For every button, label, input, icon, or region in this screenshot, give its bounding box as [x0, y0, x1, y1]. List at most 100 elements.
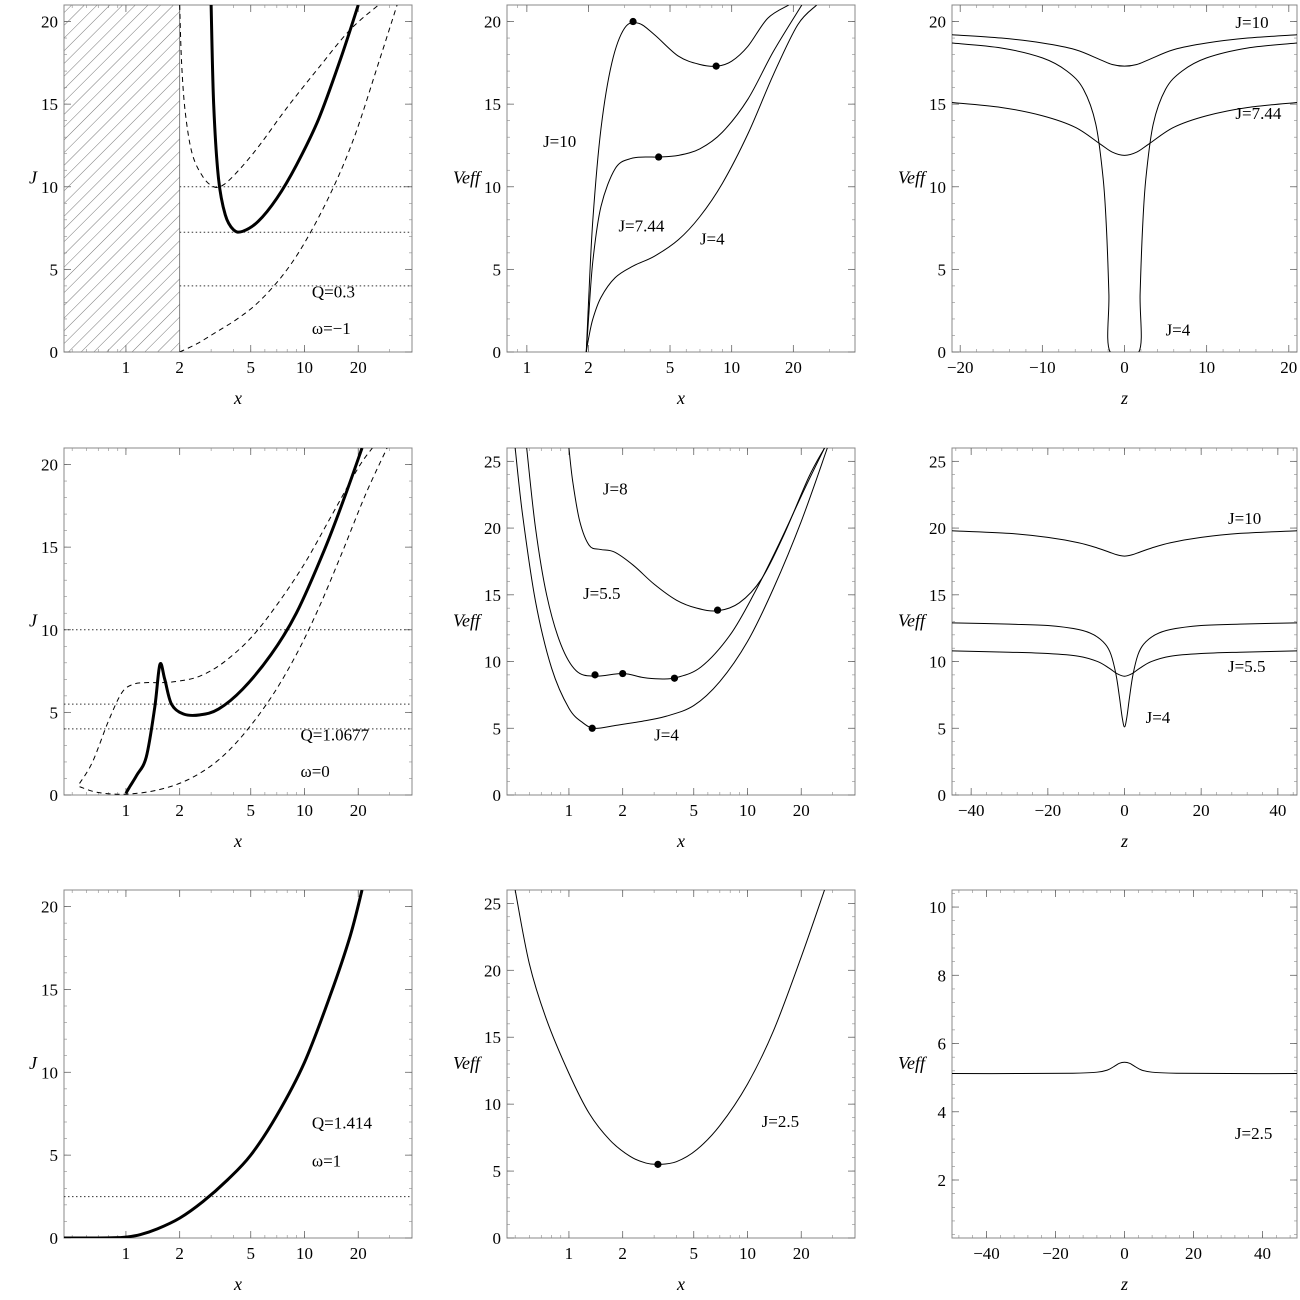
boundary-dashed-curve: [79, 448, 388, 795]
curve-annotation: J=7.44: [1235, 104, 1281, 123]
x-tick-label: 40: [1254, 1244, 1271, 1263]
y-tick-label: 20: [484, 13, 501, 32]
curve-annotation: J=4: [700, 230, 725, 249]
y-axis-label: Veff: [453, 611, 483, 631]
data-layer: [585, 5, 818, 352]
data-layer: [64, 448, 412, 795]
plot-frame: [63, 447, 413, 796]
plot-frame: [506, 889, 856, 1239]
y-tick-label: 15: [484, 95, 501, 114]
y-tick-label: 5: [938, 260, 947, 279]
y-axis-label: Veff: [898, 1053, 928, 1073]
potential-curve-J5-5: [526, 448, 825, 680]
y-tick-label: 15: [41, 538, 58, 557]
x-tick-label: 0: [1120, 1244, 1129, 1263]
extremum-point: [629, 17, 637, 26]
x-axis-label: x: [233, 388, 242, 408]
potential-curve-J2-5: [514, 890, 825, 1165]
y-tick-label: 10: [41, 621, 58, 640]
x-tick-label: 2: [618, 801, 627, 820]
y-tick-label: 6: [938, 1035, 947, 1054]
y-tick-label: 5: [493, 1162, 502, 1181]
x-axis-label: x: [676, 1274, 685, 1294]
data-layer: [514, 448, 828, 732]
y-tick-label: 15: [484, 1028, 501, 1047]
x-tick-label: 5: [246, 358, 255, 377]
y-tick-label: 10: [929, 178, 946, 197]
y-tick-label: 10: [484, 1095, 501, 1114]
y-tick-label: 5: [50, 703, 59, 722]
x-tick-label: 1: [565, 801, 574, 820]
y-tick-label: 0: [50, 786, 59, 805]
x-tick-label: 10: [739, 801, 756, 820]
boundary-dashed-curve: [179, 5, 398, 352]
x-tick-label: 10: [296, 358, 313, 377]
x-tick-label: −10: [1029, 358, 1056, 377]
y-tick-label: 5: [50, 260, 59, 279]
x-tick-label: 20: [1280, 358, 1297, 377]
y-tick-label: 10: [41, 1063, 58, 1082]
y-axis-label: J: [29, 1053, 38, 1073]
curve-annotation: Q=1.0677: [301, 725, 370, 744]
y-tick-label: 4: [938, 1103, 947, 1122]
potential-curve-J4: [514, 448, 828, 729]
potential-curve-J2-5: [952, 1061, 1297, 1075]
y-tick-label: 0: [50, 1229, 59, 1248]
potential-curve-J5-5: [952, 650, 1297, 677]
y-tick-label: 2: [938, 1171, 947, 1190]
x-axis-label: x: [676, 388, 685, 408]
x-tick-label: 40: [1269, 801, 1286, 820]
y-tick-label: 10: [929, 898, 946, 917]
x-tick-label: 10: [296, 1244, 313, 1263]
potential-curve-J10: [952, 34, 1297, 67]
data-layer: [64, 890, 412, 1238]
y-tick-label: 20: [929, 519, 946, 538]
plot-frame: [506, 4, 856, 353]
extremum-point: [713, 606, 722, 614]
excluded-region-hatch: [63, 4, 181, 353]
x-tick-label: −20: [947, 358, 974, 377]
plot-frame: [63, 889, 413, 1239]
x-tick-label: 10: [723, 358, 740, 377]
x-tick-label: 5: [689, 801, 698, 820]
potential-curve-J10: [952, 530, 1297, 557]
y-tick-label: 5: [938, 719, 947, 738]
boundary-dashed-curve: [179, 5, 379, 188]
x-tick-label: 20: [350, 1244, 367, 1263]
x-tick-label: 5: [246, 1244, 255, 1263]
y-tick-label: 10: [484, 178, 501, 197]
y-axis-label: Veff: [453, 1053, 483, 1073]
x-axis-label: z: [1120, 1274, 1128, 1294]
y-tick-label: 5: [50, 1146, 59, 1165]
potential-curve-J7-44: [585, 5, 803, 352]
plot-frame: [506, 447, 856, 796]
y-tick-label: 10: [41, 178, 58, 197]
chart-panel-r3c1: 1 2 5 10 20 0 5 10 15 20 x J Q=1.414 ω=1: [29, 889, 413, 1294]
x-tick-label: 20: [350, 358, 367, 377]
y-tick-label: 0: [493, 1229, 502, 1248]
y-tick-label: 0: [493, 343, 502, 362]
plot-frame: [951, 4, 1298, 353]
extremum-point: [655, 153, 663, 161]
y-tick-label: 15: [929, 586, 946, 605]
y-tick-label: 20: [929, 13, 946, 32]
x-axis-label: z: [1120, 831, 1128, 851]
y-tick-label: 20: [41, 456, 58, 475]
x-tick-label: 5: [666, 358, 675, 377]
plot-frame: [951, 889, 1298, 1239]
curve-annotation: J=7.44: [618, 216, 664, 235]
curve-annotation: J=2.5: [762, 1112, 799, 1131]
y-tick-label: 20: [484, 961, 501, 980]
x-tick-label: 5: [689, 1244, 698, 1263]
chart-panel-r1c3: −20 −10 0 10 20 0 5 10 15 20 z Veff J=10 J=7.44 J=4: [898, 4, 1298, 408]
chart-panel-r1c2: 1 2 5 10 20 0 5 10 15 20 x Veff J=10 J=7.44 J=4: [453, 4, 856, 408]
curve-annotation: ω=1: [312, 1152, 341, 1171]
extremum-point: [712, 62, 720, 70]
y-tick-label: 10: [484, 653, 501, 672]
curve-annotation: J=10: [1228, 509, 1261, 528]
plot-frame: [63, 4, 413, 353]
chart-panel-r1c1: 1 2 5 10 20 0 5 10 15 20 x J Q=0.3 ω=−1: [29, 4, 413, 408]
x-tick-label: 10: [296, 801, 313, 820]
